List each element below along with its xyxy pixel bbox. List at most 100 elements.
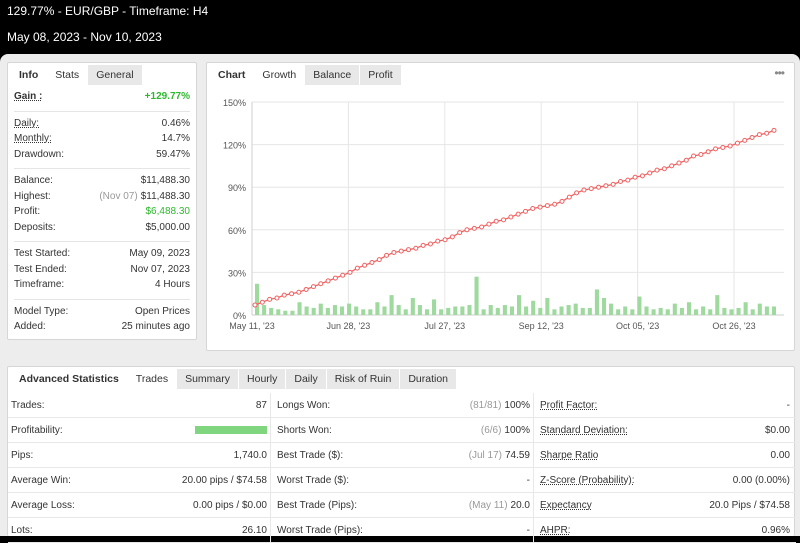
info-label[interactable]: Gain : — [14, 91, 43, 102]
info-value: +129.77% — [144, 91, 190, 102]
info-value: May 09, 2023 — [129, 248, 190, 259]
tab-duration[interactable]: Duration — [400, 369, 458, 389]
growth-point — [252, 302, 258, 308]
stats-row: Profitability: Shorts Won: (6/6) 100% Stan… — [8, 418, 796, 443]
trade-bar — [771, 306, 776, 315]
stat-label[interactable]: Standard Deviation: — [540, 424, 628, 436]
growth-point — [661, 166, 667, 172]
growth-point — [267, 296, 273, 302]
stats-row: Lots: 26.10 Worst Trade (Pips): - AHPR: 0.9… — [8, 518, 796, 543]
info-label: Highest: — [14, 190, 51, 202]
trade-bar — [665, 309, 670, 315]
info-panel: Info Stats General Gain : +129.77% Daily… — [7, 62, 197, 340]
growth-point — [442, 237, 448, 243]
info-row-deposits: Deposits: $5,000.00 — [14, 220, 190, 236]
trade-bar — [566, 305, 571, 315]
trade-bar — [354, 306, 359, 315]
stat-label[interactable]: Z-Score (Probability): — [540, 474, 635, 486]
info-label: Profit: — [14, 206, 41, 217]
tab-info[interactable]: Info — [11, 65, 48, 85]
trade-bar — [686, 302, 692, 315]
trade-bar — [297, 302, 302, 315]
stat-value: 0.00 pips / $0.00 — [193, 499, 267, 511]
tab-balance[interactable]: Balance — [305, 65, 361, 85]
stat-label[interactable]: Expectancy — [540, 499, 592, 511]
growth-point — [413, 245, 419, 251]
trade-bar — [637, 296, 642, 315]
growth-point — [281, 292, 287, 298]
trade-bar — [502, 305, 507, 315]
stat-label[interactable]: Profit Factor: — [540, 399, 598, 411]
tab-chart[interactable]: Chart — [210, 65, 255, 85]
growth-point — [596, 184, 602, 190]
growth-point — [274, 295, 280, 301]
stat-value: 100% — [504, 424, 530, 436]
stat-label[interactable]: AHPR: — [540, 524, 571, 536]
growth-point — [625, 177, 631, 183]
stat-label[interactable]: Sharpe Ratio — [540, 449, 599, 461]
tab-profit[interactable]: Profit — [360, 65, 402, 85]
tab-advanced-statistics[interactable]: Advanced Statistics — [11, 369, 128, 389]
trade-bar — [509, 306, 514, 315]
info-label[interactable]: Monthly: — [14, 133, 52, 144]
growth-point — [552, 201, 558, 207]
stat-note: (May 11) — [468, 499, 508, 511]
tab-trades[interactable]: Trades — [127, 369, 178, 389]
trade-bar — [318, 303, 323, 315]
y-tick-label: 30% — [228, 268, 246, 278]
tab-risk-of-ruin[interactable]: Risk of Ruin — [326, 369, 401, 389]
stat-value: - — [526, 474, 530, 486]
stat-value: 26.10 — [241, 524, 267, 536]
growth-point — [354, 265, 360, 271]
trade-bar — [743, 302, 748, 315]
info-label: Balance: — [14, 175, 53, 186]
trade-bar — [764, 306, 769, 315]
trade-bar — [708, 309, 713, 315]
profitability-bar-fill — [195, 426, 267, 434]
info-label[interactable]: Daily: — [14, 117, 40, 129]
trade-bar — [701, 306, 706, 315]
info-row-drawdown: Drawdown: 59.47% — [14, 147, 190, 163]
tab-hourly[interactable]: Hourly — [239, 369, 287, 389]
stat-value: - — [526, 524, 530, 536]
info-value: $11,488.30 — [140, 175, 190, 186]
tab-general[interactable]: General — [88, 65, 143, 85]
trade-bar — [651, 309, 656, 315]
trade-bar — [594, 289, 599, 315]
growth-point — [515, 211, 521, 217]
tab-growth[interactable]: Growth — [254, 65, 306, 85]
trade-bar — [262, 305, 267, 315]
growth-point — [617, 179, 623, 185]
tab-daily[interactable]: Daily — [286, 369, 327, 389]
trade-bar — [382, 306, 387, 315]
trade-bar — [255, 283, 260, 315]
trade-bar — [545, 297, 550, 315]
tab-stats[interactable]: Stats — [47, 65, 89, 85]
info-value: $6,488.30 — [145, 206, 191, 217]
info-label: Added: — [14, 321, 46, 332]
stat-label: Worst Trade (Pips): — [277, 524, 363, 536]
growth-point — [486, 221, 492, 227]
stat-value: 20.0 Pips / $74.58 — [709, 499, 790, 511]
trade-bar — [283, 310, 288, 315]
stat-label: Average Win: — [11, 474, 71, 486]
growth-point — [742, 137, 748, 143]
trade-bar — [736, 307, 741, 315]
growth-point — [420, 242, 426, 248]
growth-point — [654, 167, 660, 173]
stat-note: (6/6) — [480, 424, 502, 436]
stat-value: 1,740.0 — [233, 449, 267, 461]
tab-summary[interactable]: Summary — [177, 369, 240, 389]
growth-point — [581, 187, 587, 193]
trade-bar — [403, 309, 408, 315]
trade-bar — [439, 309, 444, 315]
growth-point — [632, 174, 638, 180]
trade-bar — [453, 306, 458, 315]
stat-value: 20.00 pips / $74.58 — [181, 474, 267, 486]
trade-bar — [417, 305, 422, 315]
stats-row: Trades: 87 Longs Won: (81/81) 100% Profit F… — [8, 393, 796, 418]
trade-bar — [623, 306, 628, 315]
growth-point — [457, 230, 463, 236]
more-options-icon[interactable]: ••• — [774, 66, 785, 80]
info-value: Open Prices — [134, 305, 190, 317]
